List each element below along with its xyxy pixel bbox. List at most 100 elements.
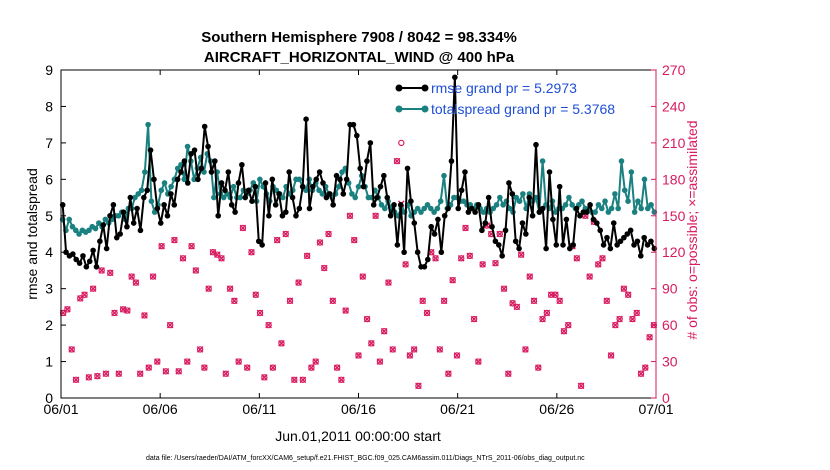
series-point-rmse [184, 180, 191, 186]
obs-assimilated-marker [273, 236, 281, 244]
series-point-rmse [536, 209, 543, 215]
series-point-rmse [222, 187, 228, 194]
series-point-rmse [100, 222, 107, 228]
obs-assimilated-stroke [329, 297, 337, 305]
y-axis-label-left: rmse and totalspread [24, 168, 40, 300]
obs-assimilated-stroke [256, 309, 264, 317]
obs-assimilated-marker [149, 273, 157, 280]
obs-assimilated-stroke [149, 273, 157, 280]
y-left-tick-label: 8 [45, 98, 53, 114]
obs-assimilated-marker [500, 285, 508, 292]
series-point-rmse [428, 223, 434, 230]
obs-assimilated-marker [85, 374, 93, 381]
series-point-rmse [621, 234, 627, 241]
series-point-spread [230, 183, 237, 190]
obs-assimilated-marker [363, 315, 371, 323]
obs-possible-marker [620, 285, 628, 292]
series-point-spread [421, 205, 428, 212]
series-point-spread [635, 198, 641, 204]
obs-assimilated-stroke [85, 374, 93, 381]
obs-assimilated-stroke [380, 327, 388, 335]
series-point-rmse [543, 245, 549, 252]
series-point-spread [303, 187, 309, 194]
obs-assimilated-stroke [175, 367, 183, 375]
series-point-rmse [374, 194, 380, 201]
obs-possible-marker [132, 279, 140, 286]
obs-possible-marker [517, 251, 525, 258]
obs-assimilated-marker [389, 346, 397, 353]
obs-assimilated-marker [248, 248, 255, 256]
obs-assimilated-marker [188, 242, 195, 250]
series-point-rmse [235, 180, 242, 186]
series-point-spread [142, 169, 148, 175]
obs-assimilated-stroke [81, 291, 88, 299]
obs-possible-marker [376, 358, 384, 365]
obs-assimilated-stroke [505, 370, 512, 377]
series-point-spread [460, 198, 467, 204]
series-point-rmse [63, 249, 69, 256]
series-point-rmse [465, 209, 472, 215]
series-point-rmse [397, 202, 404, 208]
obs-possible-marker [226, 285, 234, 292]
series-point-rmse [472, 209, 478, 215]
series-point-spread [506, 205, 513, 212]
obs-assimilated-marker [543, 309, 551, 317]
obs-assimilated-stroke [462, 224, 469, 232]
obs-possible-marker [466, 252, 473, 260]
series-point-rmse [212, 158, 218, 164]
obs-possible-marker [445, 370, 452, 377]
series-point-spread [66, 216, 73, 223]
series-point-rmse [360, 183, 367, 190]
obs-assimilated-stroke [115, 370, 123, 377]
series-point-rmse [509, 191, 516, 197]
obs-assimilated-marker [526, 273, 534, 280]
obs-possible-marker [308, 364, 315, 371]
obs-assimilated-marker [637, 370, 645, 377]
series-point-rmse [431, 231, 438, 237]
obs-assimilated-marker [89, 285, 97, 292]
series-point-spread [431, 209, 437, 215]
obs-assimilated-marker [440, 297, 448, 305]
obs-assimilated-marker [385, 279, 392, 286]
legend-marker-spread-end [421, 105, 429, 113]
series-point-spread [174, 165, 181, 172]
series-point-rmse [506, 180, 512, 186]
series-point-spread [602, 198, 608, 204]
series-point-rmse [205, 143, 211, 150]
obs-assimilated-marker [419, 297, 427, 305]
series-line-rmse [61, 76, 656, 268]
series-point-spread [316, 187, 322, 194]
legend-marker-spread [395, 105, 403, 113]
series-point-spread [115, 212, 122, 219]
obs-possible-marker [586, 273, 593, 280]
obs-possible-marker [231, 297, 238, 305]
obs-possible-marker [535, 364, 542, 371]
obs-possible-marker [565, 321, 572, 329]
y-right-tick-label: 90 [662, 281, 678, 297]
obs-possible-marker [389, 346, 396, 353]
obs-assimilated-marker [261, 374, 268, 381]
obs-assimilated-marker [94, 372, 101, 380]
obs-assimilated-marker [218, 255, 225, 262]
obs-assimilated-marker [124, 307, 131, 314]
obs-possible-marker [500, 285, 508, 292]
series-point-spread [621, 187, 628, 194]
obs-possible-marker [492, 259, 499, 267]
series-point-rmse [573, 205, 580, 212]
obs-assimilated-marker [235, 358, 242, 365]
obs-assimilated-marker [492, 259, 499, 267]
obs-assimilated-stroke [445, 370, 452, 377]
obs-assimilated-marker [646, 333, 653, 341]
obs-assimilated-stroke [282, 230, 290, 238]
series-point-rmse [377, 183, 384, 190]
obs-assimilated-stroke [534, 364, 542, 371]
obs-possible-marker [312, 358, 319, 365]
series-point-rmse [600, 242, 607, 248]
chart-title: Southern Hemisphere 7908 / 8042 = 98.334… [201, 29, 517, 46]
obs-possible-marker [81, 291, 88, 298]
obs-assimilated-stroke [359, 273, 367, 280]
series-point-spread [605, 209, 612, 215]
obs-assimilated-stroke [222, 370, 230, 377]
series-point-spread [644, 205, 651, 212]
series-point-spread [598, 205, 605, 212]
